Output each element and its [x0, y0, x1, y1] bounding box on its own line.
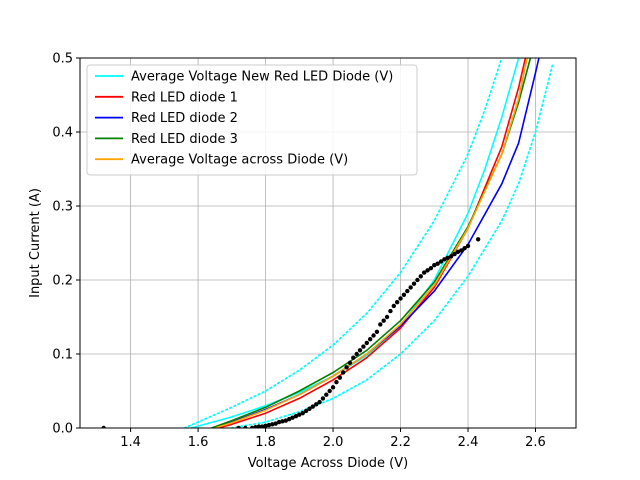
data-point	[340, 370, 346, 375]
data-point	[425, 268, 430, 273]
data-point	[317, 399, 322, 405]
y-tick-label: 0.3	[52, 200, 73, 215]
y-tick-label: 0.4	[52, 126, 73, 141]
data-point	[303, 408, 309, 414]
data-point	[351, 355, 356, 360]
data-point	[283, 418, 289, 423]
data-point	[347, 360, 353, 366]
data-point	[438, 259, 444, 264]
data-point	[243, 425, 248, 428]
y-tick-label: 0.2	[52, 274, 73, 289]
data-point	[286, 416, 292, 422]
data-point	[411, 281, 417, 286]
series-line-4	[214, 58, 528, 428]
data-point	[459, 248, 464, 253]
y-tick-label: 0.5	[52, 52, 73, 67]
legend-entry-label: Average Voltage across Diode (V)	[131, 153, 348, 168]
data-point	[435, 261, 440, 266]
data-point	[320, 396, 326, 401]
data-point	[475, 237, 481, 242]
data-point	[236, 425, 241, 428]
series-layer	[101, 58, 554, 428]
data-point	[280, 419, 285, 424]
y-axis-label: Input Current (A)	[28, 188, 43, 298]
x-tick-label: 2.6	[525, 435, 546, 450]
data-point	[290, 415, 295, 420]
series-line-1	[217, 58, 527, 428]
data-point	[405, 288, 410, 294]
data-point	[313, 402, 319, 407]
data-point	[381, 318, 386, 323]
data-point	[297, 412, 302, 417]
data-point	[273, 421, 278, 426]
data-point	[455, 249, 461, 255]
data-point	[421, 270, 427, 275]
legend-box	[86, 64, 418, 176]
x-tick-label: 2.4	[458, 435, 479, 450]
data-point	[401, 292, 407, 297]
legend-entry-label: Red LED diode 1	[131, 90, 238, 105]
confidence-bound-line-6	[230, 64, 554, 428]
data-point	[445, 255, 450, 260]
data-point	[384, 314, 390, 320]
data-point	[371, 333, 376, 338]
legend-entry-label: Red LED diode 2	[131, 111, 238, 126]
data-point	[276, 419, 282, 425]
data-point	[462, 245, 467, 251]
data-point	[101, 425, 106, 428]
data-point	[310, 404, 316, 409]
x-axis-label: Voltage Across Diode (V)	[248, 456, 408, 471]
data-point	[270, 422, 275, 427]
data-point	[465, 243, 471, 249]
data-point	[327, 388, 332, 394]
y-tick-label: 0.1	[52, 348, 73, 363]
data-point	[300, 411, 305, 416]
data-point	[266, 422, 272, 428]
data-point	[432, 263, 437, 268]
data-point	[442, 257, 447, 262]
x-tick-label: 1.4	[120, 435, 141, 450]
legend-entry-label: Red LED diode 3	[131, 132, 238, 147]
data-point	[253, 425, 258, 428]
data-point	[415, 277, 420, 283]
data-point	[334, 379, 339, 385]
data-point	[307, 406, 312, 411]
data-point	[263, 423, 268, 428]
data-point	[330, 385, 336, 390]
data-point	[364, 340, 370, 346]
x-tick-label: 1.6	[188, 435, 209, 450]
confidence-bound-line-5	[183, 58, 503, 428]
data-point	[354, 351, 359, 357]
data-point	[374, 329, 380, 334]
data-point	[391, 303, 396, 309]
x-tick-label: 1.8	[255, 435, 276, 450]
axes-frame	[79, 57, 577, 429]
data-point	[452, 251, 457, 257]
y-tick-label: 0.0	[52, 422, 73, 437]
data-point	[357, 348, 363, 353]
data-point	[361, 344, 366, 349]
data-point	[428, 265, 434, 271]
data-point	[378, 322, 383, 327]
axes: 1.4 1.6 1.8 2.0 2.2 2.4 2.6 0.0 0.1 0.2 0.3 0.4 0.5	[52, 52, 577, 450]
data-point	[256, 424, 262, 428]
legend-entry-label: Average Voltage New Red LED Diode (V)	[131, 70, 393, 85]
data-point	[408, 285, 413, 290]
data-point	[249, 425, 255, 428]
data-point	[324, 392, 329, 397]
data-point	[388, 308, 393, 314]
x-tick-label: 2.0	[323, 435, 344, 450]
x-tick-label: 2.2	[390, 435, 411, 450]
data-point	[418, 274, 423, 279]
data-point	[337, 375, 343, 380]
data-point	[293, 413, 299, 419]
data-point	[367, 337, 373, 342]
data-point	[260, 424, 265, 428]
data-point	[448, 254, 454, 259]
data-point	[344, 365, 349, 370]
data-point	[394, 300, 400, 305]
data-point	[398, 296, 403, 301]
legend: Average Voltage New Red LED Diode (V) Red…	[86, 64, 418, 176]
